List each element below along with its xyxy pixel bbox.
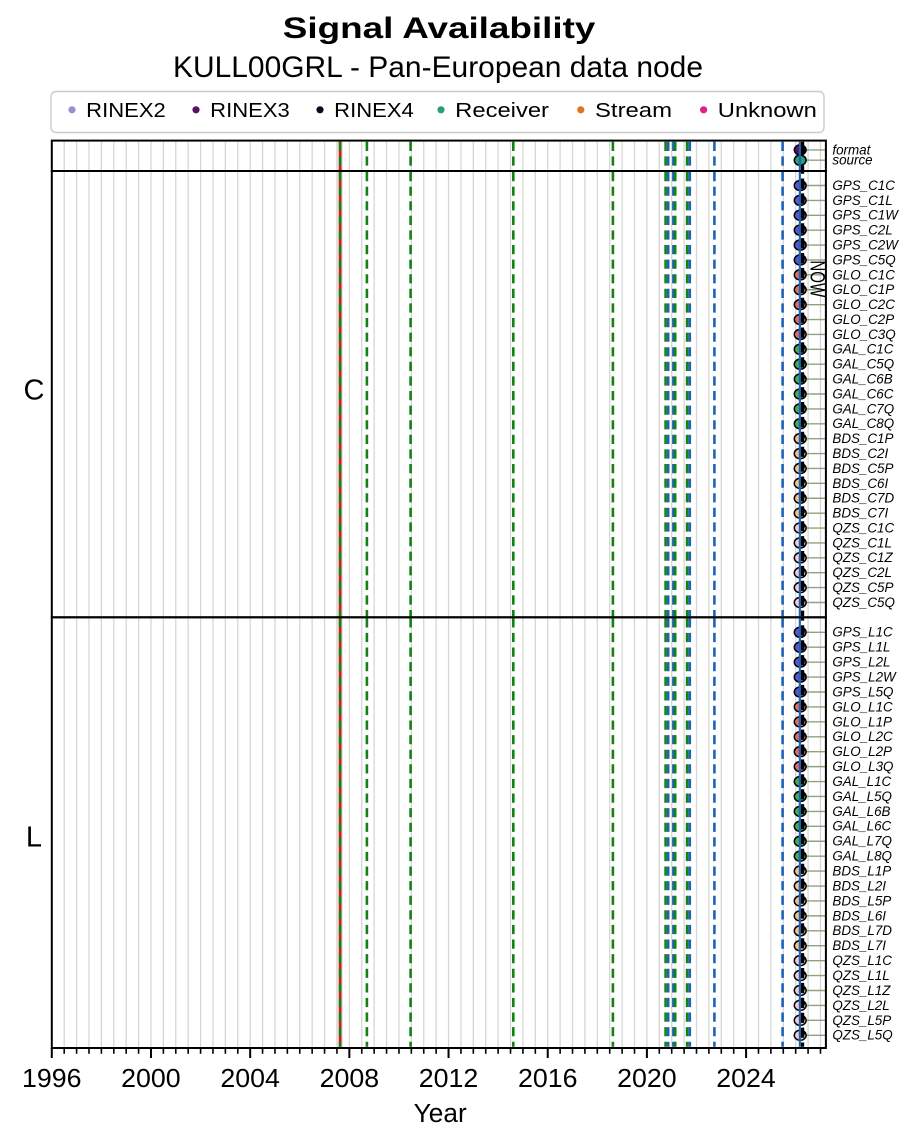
svg-text:GPS_C1W: GPS_C1W	[832, 208, 899, 223]
svg-text:2016: 2016	[518, 1065, 578, 1093]
svg-text:QZS_C2L: QZS_C2L	[832, 565, 892, 580]
svg-text:Stream: Stream	[595, 100, 672, 122]
svg-text:GPS_L1C: GPS_L1C	[832, 625, 893, 640]
svg-text:GPS_C2L: GPS_C2L	[832, 223, 892, 238]
svg-text:QZS_L1Z: QZS_L1Z	[832, 983, 891, 998]
svg-text:QZS_C1L: QZS_C1L	[832, 535, 892, 550]
svg-text:GLO_C3Q: GLO_C3Q	[832, 327, 895, 342]
svg-text:GAL_C8Q: GAL_C8Q	[832, 416, 894, 431]
svg-text:GLO_C1P: GLO_C1P	[832, 282, 894, 297]
svg-text:BDS_C1P: BDS_C1P	[832, 431, 893, 446]
svg-text:Signal Availability: Signal Availability	[283, 12, 596, 45]
svg-text:2000: 2000	[121, 1065, 181, 1093]
svg-text:GPS_C1L: GPS_C1L	[832, 193, 892, 208]
svg-text:QZS_L5P: QZS_L5P	[832, 1013, 891, 1028]
svg-text:QZS_L1L: QZS_L1L	[832, 968, 889, 983]
svg-text:Receiver: Receiver	[455, 100, 549, 122]
svg-text:BDS_L7D: BDS_L7D	[832, 923, 892, 938]
svg-text:Unknown: Unknown	[718, 100, 817, 122]
svg-text:GPS_L5Q: GPS_L5Q	[832, 684, 893, 699]
svg-text:QZS_C1Z: QZS_C1Z	[832, 550, 893, 565]
svg-text:QZS_C5P: QZS_C5P	[832, 580, 893, 595]
svg-text:GAL_L1C: GAL_L1C	[832, 774, 891, 789]
svg-text:GAL_L6C: GAL_L6C	[832, 819, 891, 834]
svg-text:GAL_L6B: GAL_L6B	[832, 804, 890, 819]
svg-text:GAL_C5Q: GAL_C5Q	[832, 357, 894, 372]
svg-text:BDS_C6I: BDS_C6I	[832, 476, 888, 491]
svg-text:L: L	[26, 821, 42, 853]
svg-text:GLO_C2P: GLO_C2P	[832, 312, 894, 327]
svg-text:RINEX2: RINEX2	[86, 100, 166, 122]
svg-text:2004: 2004	[220, 1065, 280, 1093]
svg-text:RINEX4: RINEX4	[334, 100, 414, 122]
svg-text:BDS_C7I: BDS_C7I	[832, 506, 888, 521]
svg-text:GAL_C6B: GAL_C6B	[832, 372, 892, 387]
svg-text:GPS_L2W: GPS_L2W	[832, 669, 897, 684]
svg-text:GLO_L2P: GLO_L2P	[832, 744, 892, 759]
svg-text:BDS_L2I: BDS_L2I	[832, 878, 886, 893]
svg-text:GAL_C6C: GAL_C6C	[832, 386, 893, 401]
svg-text:2012: 2012	[419, 1065, 479, 1093]
svg-text:GLO_L2C: GLO_L2C	[832, 729, 893, 744]
svg-text:2008: 2008	[320, 1065, 380, 1093]
svg-text:GPS_C1C: GPS_C1C	[832, 178, 895, 193]
svg-text:GAL_L7Q: GAL_L7Q	[832, 834, 892, 849]
svg-text:BDS_C5P: BDS_C5P	[832, 461, 893, 476]
svg-text:BDS_C2I: BDS_C2I	[832, 446, 888, 461]
svg-text:GLO_L1C: GLO_L1C	[832, 699, 893, 714]
svg-text:GLO_C1C: GLO_C1C	[832, 267, 895, 282]
svg-text:Year: Year	[414, 1100, 468, 1128]
svg-text:GPS_L2L: GPS_L2L	[832, 655, 890, 670]
svg-text:NOW: NOW	[806, 260, 829, 297]
svg-text:BDS_L6I: BDS_L6I	[832, 908, 886, 923]
svg-text:GAL_C1C: GAL_C1C	[832, 342, 893, 357]
svg-text:GLO_L3Q: GLO_L3Q	[832, 759, 893, 774]
svg-text:BDS_C7D: BDS_C7D	[832, 491, 894, 506]
svg-text:1996: 1996	[22, 1065, 82, 1093]
svg-text:BDS_L7I: BDS_L7I	[832, 938, 886, 953]
svg-text:format: format	[832, 142, 871, 157]
svg-text:C: C	[24, 375, 45, 407]
svg-text:2020: 2020	[617, 1065, 677, 1093]
svg-text:GAL_C7Q: GAL_C7Q	[832, 401, 894, 416]
svg-text:BDS_L1P: BDS_L1P	[832, 864, 891, 879]
svg-text:QZS_L5Q: QZS_L5Q	[832, 1028, 892, 1043]
svg-text:GLO_C2C: GLO_C2C	[832, 297, 895, 312]
svg-text:RINEX3: RINEX3	[210, 100, 290, 122]
svg-text:GPS_C5Q: GPS_C5Q	[832, 252, 895, 267]
svg-text:GAL_L8Q: GAL_L8Q	[832, 849, 892, 864]
svg-text:KULL00GRL - Pan-European data: KULL00GRL - Pan-European data node	[173, 51, 703, 84]
svg-text:GLO_L1P: GLO_L1P	[832, 714, 892, 729]
svg-text:GAL_L5Q: GAL_L5Q	[832, 789, 892, 804]
svg-text:BDS_L5P: BDS_L5P	[832, 893, 891, 908]
svg-text:source: source	[832, 153, 872, 168]
svg-text:QZS_C5Q: QZS_C5Q	[832, 595, 895, 610]
svg-text:QZS_L2L: QZS_L2L	[832, 998, 889, 1013]
svg-text:GPS_C2W: GPS_C2W	[832, 237, 899, 252]
svg-text:GPS_L1L: GPS_L1L	[832, 640, 890, 655]
svg-text:2024: 2024	[716, 1065, 776, 1093]
svg-text:QZS_L1C: QZS_L1C	[832, 953, 892, 968]
svg-text:QZS_C1C: QZS_C1C	[832, 520, 894, 535]
